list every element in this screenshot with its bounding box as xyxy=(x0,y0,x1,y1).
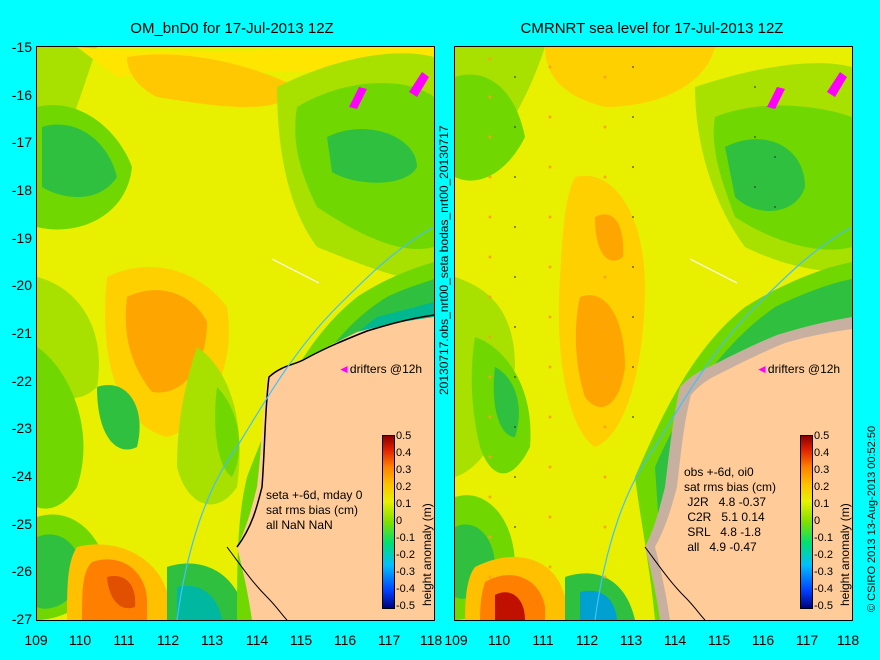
y-tick-label: -22 xyxy=(11,373,32,389)
right-stats-text: obs +-6d, oi0 sat rms bias (cm) J2R 4.8 … xyxy=(684,465,777,554)
drifter-arrow-icon: ◄ xyxy=(756,362,768,376)
y-tick-label: -26 xyxy=(11,563,32,579)
right-map-title: CMRNRT sea level for 17-Jul-2013 12Z xyxy=(520,20,784,37)
y-tick-label: -21 xyxy=(11,325,32,341)
x-tick-label: 117 xyxy=(377,632,401,648)
colorbar-label: 0.1 xyxy=(814,498,830,510)
x-tick-label: 112 xyxy=(156,632,180,648)
left-drifters-legend: ◄drifters @12h xyxy=(338,362,422,376)
x-tick-label: 114 xyxy=(245,632,269,648)
y-tick-label: -18 xyxy=(11,182,32,198)
colorbar-label: 0.4 xyxy=(396,447,412,459)
y-tick-label: -17 xyxy=(11,134,32,150)
x-tick-label: 115 xyxy=(289,632,313,648)
x-tick-label: 118 xyxy=(419,632,443,648)
x-tick-label: 118 xyxy=(836,632,860,648)
y-tick-label: -16 xyxy=(11,87,32,103)
colorbar-label: -0.3 xyxy=(814,566,833,578)
drifter-arrow-icon: ◄ xyxy=(338,362,350,376)
y-tick-label: -25 xyxy=(11,516,32,532)
x-tick-label: 111 xyxy=(532,632,554,648)
colorbar-label: 0.4 xyxy=(814,447,830,459)
y-tick-label: -23 xyxy=(11,420,32,436)
x-tick-label: 110 xyxy=(68,632,92,648)
x-tick-label: 115 xyxy=(707,632,731,648)
colorbar-label: -0.4 xyxy=(396,583,415,595)
colorbar-label: 0.3 xyxy=(396,464,412,476)
x-tick-label: 116 xyxy=(333,632,357,648)
left-stats-text: seta +-6d, mday 0 sat rms bias (cm) all … xyxy=(266,488,363,532)
x-tick-label: 110 xyxy=(487,632,511,648)
drifters-label: drifters @12h xyxy=(349,362,423,376)
y-tick-label: -19 xyxy=(11,230,32,246)
colorbar-label: -0.1 xyxy=(396,532,415,544)
colorbar-label: 0.5 xyxy=(396,430,412,442)
left-map-panel xyxy=(36,46,435,621)
left-colorbar-title: height anomaly (m) xyxy=(420,503,434,606)
colorbar-label: -0.4 xyxy=(814,583,833,595)
colorbar-label: -0.5 xyxy=(396,600,415,612)
right-colorbar xyxy=(800,435,813,609)
colorbar-label: 0 xyxy=(396,515,403,527)
drifters-label: drifters @12h xyxy=(767,362,841,376)
x-tick-label: 116 xyxy=(751,632,775,648)
colorbar-label: 0 xyxy=(814,515,821,527)
right-colorbar-title: height anomaly (m) xyxy=(838,503,852,606)
colorbar-label: 0.1 xyxy=(396,498,412,510)
run-id-label: 20130717.obs_nrt00_seta bodas_nrt00_2013… xyxy=(437,125,451,395)
x-tick-label: 109 xyxy=(444,632,468,648)
y-tick-label: -24 xyxy=(11,468,32,484)
colorbar-label: 0.2 xyxy=(814,481,830,493)
left-colorbar xyxy=(382,435,395,609)
x-tick-label: 112 xyxy=(575,632,599,648)
copyright-label: © CSIRO 2013 13-Aug-2013 00:52:50 xyxy=(866,425,878,612)
x-tick-label: 114 xyxy=(663,632,687,648)
colorbar-label: -0.5 xyxy=(814,600,833,612)
y-tick-label: -15 xyxy=(11,39,32,55)
colorbar-label: -0.1 xyxy=(814,532,833,544)
right-map-panel xyxy=(454,46,853,621)
left-map-title: OM_bnD0 for 17-Jul-2013 12Z xyxy=(130,20,334,37)
x-tick-label: 111 xyxy=(113,632,135,648)
right-map-field xyxy=(455,47,852,620)
colorbar-label: 0.2 xyxy=(396,481,412,493)
x-tick-label: 109 xyxy=(24,632,48,648)
right-drifters-legend: ◄drifters @12h xyxy=(756,362,840,376)
y-tick-label: -20 xyxy=(11,277,32,293)
x-tick-label: 113 xyxy=(619,632,643,648)
colorbar-label: -0.2 xyxy=(396,549,415,561)
colorbar-label: 0.5 xyxy=(814,430,830,442)
colorbar-label: 0.3 xyxy=(814,464,830,476)
colorbar-label: -0.3 xyxy=(396,566,415,578)
colorbar-label: -0.2 xyxy=(814,549,833,561)
x-tick-label: 113 xyxy=(200,632,224,648)
left-map-field xyxy=(37,47,434,620)
y-tick-label: -27 xyxy=(11,611,32,627)
x-tick-label: 117 xyxy=(795,632,819,648)
